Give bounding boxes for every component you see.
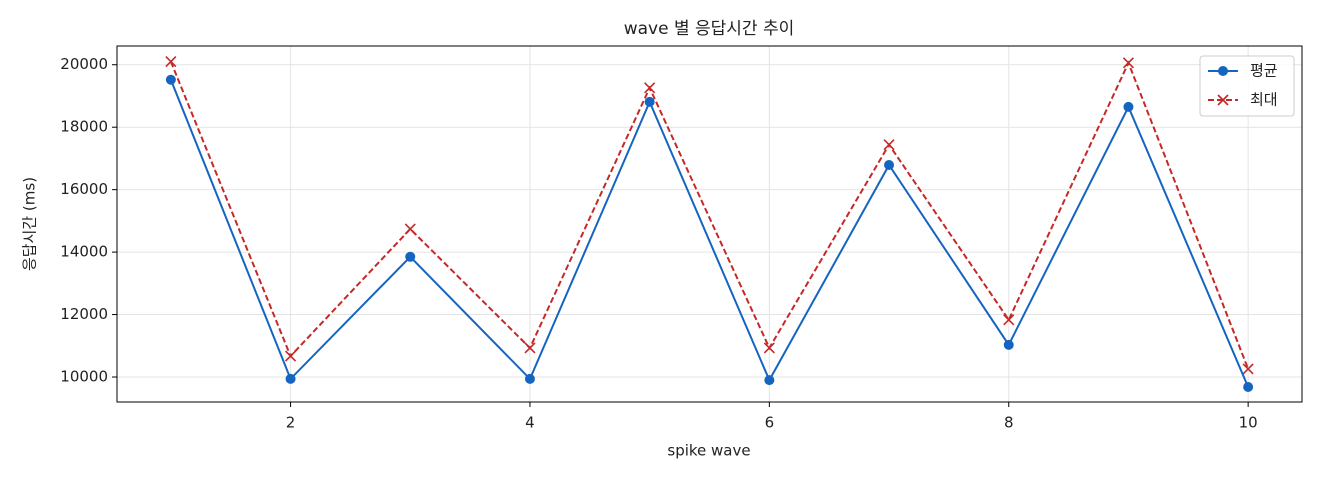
marker	[524, 342, 536, 354]
y-tick-label: 18000	[60, 118, 108, 136]
marker	[405, 251, 416, 262]
y-axis-label: 응답시간 (ms)	[21, 177, 39, 271]
marker	[165, 56, 177, 68]
marker	[883, 139, 895, 151]
series-line	[169, 60, 1250, 370]
marker	[644, 82, 656, 94]
marker	[165, 74, 176, 85]
marker	[284, 350, 297, 362]
marker	[644, 96, 655, 107]
legend-label: 평균	[1250, 62, 1278, 80]
series-line	[169, 79, 1250, 388]
y-tick-label: 10000	[60, 368, 108, 386]
x-tick-label: 2	[286, 414, 296, 432]
marker	[1242, 363, 1254, 375]
y-tick-label: 14000	[60, 243, 108, 261]
y-tick-label: 12000	[60, 305, 108, 323]
marker	[763, 342, 775, 354]
legend-marker	[1218, 66, 1228, 76]
x-tick-label: 10	[1239, 414, 1258, 432]
x-tick-label: 8	[1004, 414, 1014, 432]
marker	[404, 223, 416, 235]
marker	[884, 159, 895, 170]
legend-marker	[1217, 94, 1229, 106]
marker	[764, 375, 775, 386]
marker	[285, 373, 296, 384]
chart-title: wave 별 응답시간 추이	[624, 19, 795, 39]
x-tick-label: 6	[765, 414, 775, 432]
y-tick-label: 20000	[60, 55, 108, 73]
x-tick-label: 4	[525, 414, 535, 432]
marker	[1003, 339, 1014, 350]
marker	[524, 373, 535, 384]
marker	[1123, 101, 1134, 112]
marker	[1122, 57, 1135, 69]
legend-box	[1199, 55, 1295, 117]
legend-label: 최대	[1250, 91, 1278, 109]
x-axis-label: spike wave	[667, 442, 750, 460]
marker	[1003, 314, 1015, 326]
plot-frame	[116, 45, 1303, 403]
y-tick-label: 16000	[60, 180, 108, 198]
marker	[1243, 382, 1254, 393]
